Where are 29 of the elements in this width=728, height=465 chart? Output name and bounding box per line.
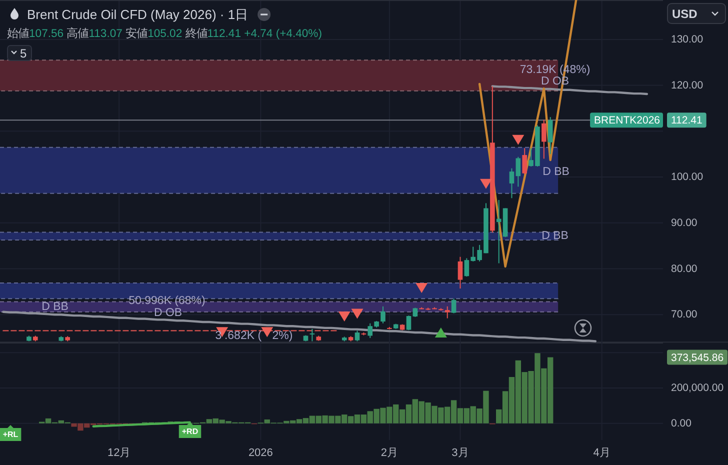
text: USD — [672, 7, 698, 21]
y-tick-label: 112.41 — [671, 114, 702, 127]
annotation: 3 — [215, 330, 222, 342]
annotation: D BB — [542, 230, 569, 242]
y-tick-label: 373,545.86 — [671, 352, 724, 364]
annotation: D BB — [542, 166, 570, 178]
x-tick-label: 3月 — [452, 447, 469, 459]
annotation: 5 — [20, 46, 27, 60]
annotation: +RD — [182, 427, 198, 436]
y-tick-label: 70.00 — [671, 308, 698, 321]
y-tick-label: 90.00 — [671, 216, 698, 229]
y-tick-label: 130.00 — [671, 33, 704, 46]
annotation: .682K ( — [224, 330, 262, 342]
annotation: D OB — [154, 307, 182, 319]
x-tick-label: 12月 — [107, 447, 131, 459]
annotation: 2%) — [272, 330, 293, 342]
annotation: D BB — [42, 301, 69, 313]
y-tick-label: 120.00 — [671, 79, 704, 92]
y-tick-label: 0.00 — [671, 417, 692, 430]
y-tick-label: 80.00 — [671, 262, 698, 275]
text: 始値107.56 高値113.07 安値105.02 終値112.41 +4.74 (+4.40%) — [7, 27, 322, 40]
y-tick-label: 100.00 — [671, 171, 704, 184]
ref-line-label: BRENTK2026 — [594, 114, 660, 127]
x-tick-label: 4月 — [593, 447, 610, 459]
x-tick-label: 2月 — [380, 447, 398, 459]
annotation: +RL — [2, 430, 18, 439]
x-tick-label: 2026 — [248, 447, 273, 459]
y-tick-label: 200,000.00 — [671, 382, 724, 394]
text: Brent Crude Oil CFD (May 2026) · 1日 — [27, 7, 248, 22]
